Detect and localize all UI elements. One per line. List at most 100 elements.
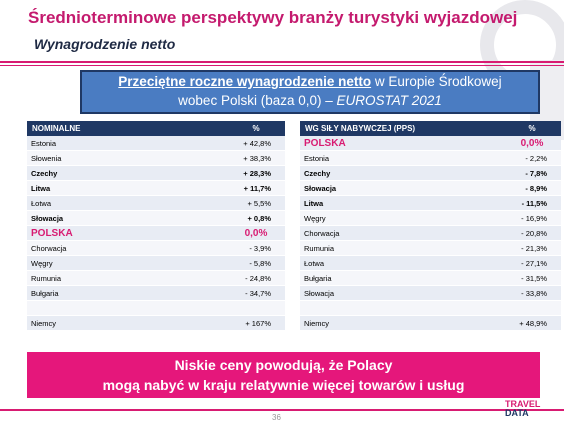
percent: - 34,7%: [227, 285, 285, 301]
percent: + 0,8%: [227, 210, 285, 226]
table-row: Łotwa + 5,5%: [27, 195, 285, 211]
column-header: WG SIŁY NABYWCZEJ (PPS): [300, 121, 503, 136]
country: Rumunia: [300, 240, 503, 256]
banner-lead: Przeciętne roczne wynagrodzenie netto: [118, 74, 372, 89]
percent: - 16,9%: [503, 210, 561, 226]
table-row: Rumunia - 21,3%: [300, 240, 561, 256]
logo-text: DATA: [505, 408, 529, 418]
country: Słowacja: [27, 210, 227, 226]
header-row: WG SIŁY NABYWCZEJ (PPS)%: [300, 121, 561, 136]
percent: 0,0%: [503, 136, 561, 151]
subtitle: Wynagrodzenie netto: [34, 36, 176, 52]
country: Łotwa: [300, 255, 503, 271]
table-row: Bułgaria - 31,5%: [300, 270, 561, 286]
data-table: NOMINALNE% Estonia + 42,8% Słowenia + 38,3% C…: [27, 121, 285, 331]
percent: + 38,3%: [227, 150, 285, 166]
country: POLSKA: [300, 136, 503, 151]
table-row: Węgry - 16,9%: [300, 210, 561, 226]
table-row: Litwa - 11,5%: [300, 195, 561, 211]
banner-line: wobec Polski (baza 0,0) – EUROSTAT 2021: [82, 91, 538, 110]
table-row: Niemcy + 167%: [27, 315, 285, 331]
banner: Przeciętne roczne wynagrodzenie netto w …: [80, 70, 540, 114]
table-row: Czechy - 7,8%: [300, 165, 561, 181]
table-row: Czechy + 28,3%: [27, 165, 285, 181]
country: Łotwa: [27, 195, 227, 211]
country: Węgry: [27, 255, 227, 271]
divider: [0, 65, 564, 66]
table-row: Litwa + 11,7%: [27, 180, 285, 196]
country: Czechy: [27, 165, 227, 181]
country: POLSKA: [27, 225, 227, 241]
table-row: Słowenia + 38,3%: [27, 150, 285, 166]
percent: + 5,5%: [227, 195, 285, 211]
country: Estonia: [27, 136, 227, 151]
country: Chorwacja: [300, 225, 503, 241]
percent: 0,0%: [227, 225, 285, 241]
logo: TRAVEL DATA: [505, 400, 540, 418]
table-row: Estonia + 42,8%: [27, 136, 285, 151]
column-header: %: [503, 121, 561, 136]
country: Bułgaria: [27, 285, 227, 301]
spacer: [227, 300, 285, 316]
country: Niemcy: [27, 315, 227, 331]
percent: - 11,5%: [503, 195, 561, 211]
spacer-row: [300, 300, 561, 316]
percent: - 21,3%: [503, 240, 561, 256]
header-row: NOMINALNE%: [27, 121, 285, 136]
country: Chorwacja: [27, 240, 227, 256]
column-header: NOMINALNE: [27, 121, 227, 136]
table-row: Węgry - 5,8%: [27, 255, 285, 271]
percent: - 27,1%: [503, 255, 561, 271]
country: Litwa: [300, 195, 503, 211]
percent: + 42,8%: [227, 136, 285, 151]
percent: - 33,8%: [503, 285, 561, 301]
column-header: %: [227, 121, 285, 136]
country: Słowenia: [27, 150, 227, 166]
country: Słowacja: [300, 285, 503, 301]
percent: + 48,9%: [503, 315, 561, 331]
table-row: Łotwa - 27,1%: [300, 255, 561, 271]
percent: - 2,2%: [503, 150, 561, 166]
table-row: Słowacja - 8,9%: [300, 180, 561, 196]
country: Węgry: [300, 210, 503, 226]
percent: - 7,8%: [503, 165, 561, 181]
table-row: Niemcy + 48,9%: [300, 315, 561, 331]
percent: + 11,7%: [227, 180, 285, 196]
percent: - 20,8%: [503, 225, 561, 241]
percent: - 8,9%: [503, 180, 561, 196]
banner-text: w Europie Środkowej: [371, 74, 502, 89]
banner-text: wobec Polski (baza 0,0) –: [178, 93, 337, 108]
percent: - 5,8%: [227, 255, 285, 271]
table-row: POLSKA 0,0%: [27, 225, 285, 241]
country: Bułgaria: [300, 270, 503, 286]
spacer-row: [27, 300, 285, 316]
conclusion-line: mogą nabyć w kraju relatywnie więcej tow…: [102, 377, 465, 393]
table-row: Słowacja + 0,8%: [27, 210, 285, 226]
table-row: Bułgaria - 34,7%: [27, 285, 285, 301]
table-row: Chorwacja - 3,9%: [27, 240, 285, 256]
country: Rumunia: [27, 270, 227, 286]
logo-text: TRAVEL: [505, 399, 541, 409]
banner-source: EUROSTAT 2021: [336, 93, 442, 108]
data-table: WG SIŁY NABYWCZEJ (PPS)% POLSKA 0,0% Estoni…: [300, 121, 561, 331]
banner-line: Przeciętne roczne wynagrodzenie netto w …: [82, 72, 538, 91]
table-row: Chorwacja - 20,8%: [300, 225, 561, 241]
spacer: [27, 300, 227, 316]
percent: + 28,3%: [227, 165, 285, 181]
title: Średnioterminowe perspektywy branży tury…: [28, 8, 518, 27]
country: Czechy: [300, 165, 503, 181]
divider: [0, 409, 564, 411]
percent: - 24,8%: [227, 270, 285, 286]
table-row: Słowacja - 33,8%: [300, 285, 561, 301]
table-row: Rumunia - 24,8%: [27, 270, 285, 286]
country: Niemcy: [300, 315, 503, 331]
percent: - 31,5%: [503, 270, 561, 286]
percent: + 167%: [227, 315, 285, 331]
conclusion-line: Niskie ceny powodują, że Polacy: [174, 357, 393, 373]
table-row: POLSKA 0,0%: [300, 136, 561, 151]
spacer: [503, 300, 561, 316]
conclusion: Niskie ceny powodują, że Polacy mogą nab…: [27, 352, 540, 398]
percent: - 3,9%: [227, 240, 285, 256]
country: Litwa: [27, 180, 227, 196]
